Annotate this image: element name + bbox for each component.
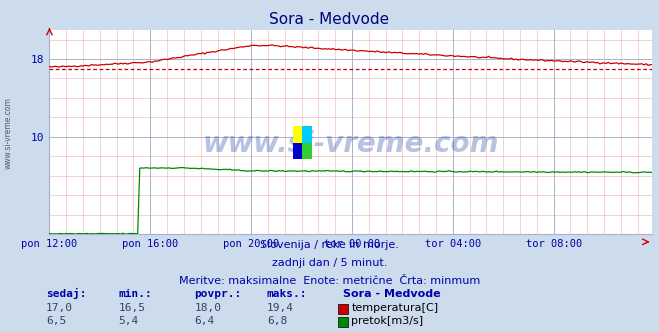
Text: 18,0: 18,0 [194,303,221,313]
Text: Sora - Medvode: Sora - Medvode [343,289,440,299]
Text: www.si-vreme.com: www.si-vreme.com [203,130,499,158]
Text: Sora - Medvode: Sora - Medvode [270,12,389,27]
Bar [302,126,312,143]
Text: 6,5: 6,5 [46,316,67,326]
Bar [302,143,312,159]
Bar [293,126,302,143]
Text: 19,4: 19,4 [267,303,294,313]
Text: temperatura[C]: temperatura[C] [351,303,438,313]
Bar [293,143,302,159]
Text: zadnji dan / 5 minut.: zadnji dan / 5 minut. [272,258,387,268]
Text: 16,5: 16,5 [119,303,146,313]
Text: 5,4: 5,4 [119,316,139,326]
Text: sedaj:: sedaj: [46,288,86,299]
Text: maks.:: maks.: [267,289,307,299]
Text: 6,8: 6,8 [267,316,287,326]
Text: min.:: min.: [119,289,152,299]
Text: 6,4: 6,4 [194,316,215,326]
Text: povpr.:: povpr.: [194,289,242,299]
Text: 17,0: 17,0 [46,303,73,313]
Text: Meritve: maksimalne  Enote: metrične  Črta: minmum: Meritve: maksimalne Enote: metrične Črta… [179,276,480,286]
Text: pretok[m3/s]: pretok[m3/s] [351,316,423,326]
Text: www.si-vreme.com: www.si-vreme.com [3,97,13,169]
Text: Slovenija / reke in morje.: Slovenija / reke in morje. [260,240,399,250]
